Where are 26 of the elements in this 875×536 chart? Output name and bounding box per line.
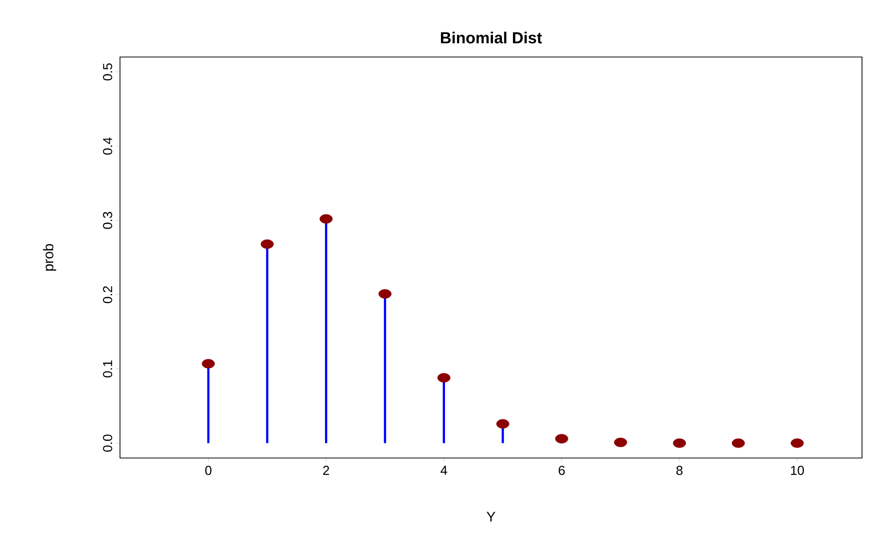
point (320, 214, 333, 224)
x-tick-label: 8 (676, 466, 683, 476)
point (260, 239, 274, 249)
point (437, 373, 450, 382)
chart-title: Binomial Dist (440, 32, 542, 44)
point (378, 289, 392, 299)
x-tick-label: 6 (558, 466, 565, 476)
x-tick-label: 2 (323, 466, 330, 475)
y-tick-label: 0.1 (102, 360, 112, 378)
x-tick-label: 10 (790, 466, 804, 476)
y-tick-label: 0.3 (102, 212, 112, 229)
x-tick-label: 4 (440, 466, 448, 475)
point (496, 419, 510, 429)
point (672, 438, 686, 448)
y-tick-label: 0.4 (102, 137, 112, 155)
y-tick-label: 0.5 (102, 63, 112, 80)
point (732, 438, 745, 448)
y-tick-label: 0.2 (102, 286, 112, 304)
x-axis-title: Y (486, 512, 496, 522)
y-axis-title: prob (43, 244, 56, 271)
point (614, 438, 628, 448)
point (555, 434, 568, 444)
x-tick-label: 0 (205, 466, 212, 476)
y-tick-label: 0.0 (102, 434, 112, 452)
point (790, 438, 804, 448)
point (202, 358, 215, 368)
